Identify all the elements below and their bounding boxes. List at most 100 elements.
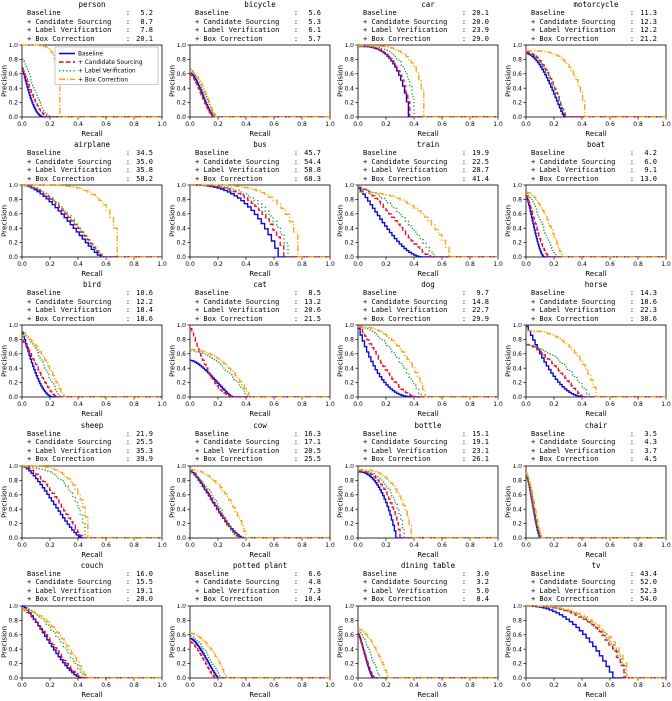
y-tick-label: 1.0 [344,604,354,610]
ap-stats-box: Baseline:15.1 + Candidate Sourcing:19.1 + … [363,430,489,464]
axes-frame [189,44,331,118]
ap-stats-box: Baseline:43.4 + Candidate Sourcing:52.0 + … [531,570,657,604]
stats-method-label: + Candidate Sourcing [363,17,448,26]
stats-ap-value: 20.0 [136,595,153,604]
stats-ap-value: 16.3 [304,429,321,438]
pr-curve-baseline [526,326,666,398]
stats-ap-value: 13.2 [304,297,321,306]
y-axis-label: Precision [0,486,9,518]
stats-colon: : [125,297,131,306]
pr-curve-baseline [22,184,162,258]
stats-row: + Box Correction:21.2 [531,35,657,44]
subplot-title: couch [80,560,104,570]
x-tick-label: 1.0 [493,121,503,128]
stats-method-label: + Label Verification [363,586,448,595]
stats-colon: : [629,9,635,17]
subplot-title: bus [253,140,267,150]
stats-method-label: Baseline [531,149,565,158]
ap-stats-box: Baseline:4.2 + Candidate Sourcing:6.0 + La… [531,149,657,183]
stats-colon: : [461,446,467,455]
stats-method-label: + Box Correction [531,455,599,464]
stats-row: + Label Verification: 7.8 [27,26,153,35]
stats-ap-value: 12.2 [136,297,153,306]
stats-method-label: + Label Verification [531,26,616,34]
subplot-cat: cat Baseline:8.5 + Candidate Sourcing:13.2… [168,280,336,420]
stats-colon: : [629,578,635,587]
y-tick-label: 0.8 [8,197,18,204]
pr-curve-baseline [190,637,330,679]
stats-method-label: Baseline [195,429,229,438]
stats-method-label: + Label Verification [195,306,280,315]
y-tick-label: 0.8 [8,477,18,484]
stats-colon: : [125,429,131,438]
ap-stats-box: Baseline:45.7 + Candidate Sourcing:54.4 + … [195,149,321,183]
stats-method-label: + Box Correction [27,34,95,43]
subplot-title: cow [253,420,267,430]
stats-colon: : [629,174,635,183]
y-tick-label: 0.8 [176,617,186,624]
x-tick-label: 0.6 [269,682,279,689]
x-tick-label: 0.4 [241,402,251,409]
y-tick-label: 0.0 [8,114,18,121]
x-tick-label: 1.0 [661,682,671,689]
x-tick-label: 0.8 [297,121,307,128]
curves-group [526,605,666,679]
axes-frame [189,184,331,258]
x-tick-label: 0.8 [633,542,643,549]
stats-colon: : [293,595,299,604]
stats-colon: : [461,166,467,175]
stats-colon: : [293,569,299,578]
y-tick-label: 0.2 [512,240,522,247]
subplot-title: bottle [414,420,442,430]
x-tick-label: 1.0 [493,402,503,409]
stats-colon: : [293,429,299,438]
stats-ap-value: 20.0 [472,17,489,26]
stats-ap-value: 14.3 [640,289,657,298]
stats-ap-value: 10.6 [136,289,153,298]
pr-curve-candidate-sourcing [22,340,162,398]
y-tick-label: 0.2 [512,520,522,527]
subplot-title: airplane [73,140,111,150]
stats-ap-value: 18.6 [136,314,153,323]
x-tick-label: 0.6 [437,542,447,549]
legend-entry-label: + Box Correction [78,77,128,83]
y-tick-label: 0.8 [8,57,18,64]
pr-curve-label-verification [526,52,666,118]
pr-plot: 0.0 0.2 0.4 0.6 0.8 1.0 0.0 0.2 0.4 0.6 0.8 1.0 Reca… [504,464,671,559]
x-tick-label: 0.0 [353,542,363,549]
y-axis-label: Precision [504,626,513,658]
stats-ap-value: 18.4 [136,306,153,315]
stats-colon: : [461,569,467,578]
x-tick-label: 0.4 [73,542,83,549]
stats-row: + Label Verification:28.7 [363,166,489,175]
stats-row: + Candidate Sourcing:4.8 [195,578,321,587]
stats-ap-value: 3.5 [644,429,657,438]
y-tick-label: 0.6 [8,491,18,498]
pr-curve-baseline [358,45,498,118]
curves-group [22,184,162,258]
stats-ap-value: 20.1 [472,9,489,17]
stats-colon: : [629,17,635,26]
y-tick-label: 0.8 [344,57,354,64]
pr-curve-candidate-sourcing [526,344,666,398]
pr-curve-baseline [358,470,498,539]
stats-colon: : [293,17,299,26]
stats-row: + Label Verification:5.0 [363,587,489,596]
stats-method-label: + Candidate Sourcing [531,578,616,587]
stats-method-label: + Box Correction [195,314,263,323]
pr-curve-box-correction [190,632,330,679]
y-axis-label: Precision [504,65,513,97]
stats-row: + Label Verification:18.4 [27,306,153,315]
pr-curve-candidate-sourcing [190,468,330,539]
stats-ap-value: 5.0 [476,586,489,595]
x-tick-label: 0.0 [17,542,27,549]
stats-ap-value: 52.0 [640,578,657,587]
y-axis-label: Precision [504,205,513,237]
stats-method-label: + Label Verification [27,306,112,315]
x-tick-label: 0.6 [269,261,279,268]
pr-plot: 0.0 0.2 0.4 0.6 0.8 1.0 0.0 0.2 0.4 0.6 0.8 1.0 Reca… [336,464,503,559]
stats-method-label: + Label Verification [531,586,616,595]
stats-method-label: + Box Correction [27,455,95,464]
stats-row: + Box Correction:29.9 [363,315,489,324]
